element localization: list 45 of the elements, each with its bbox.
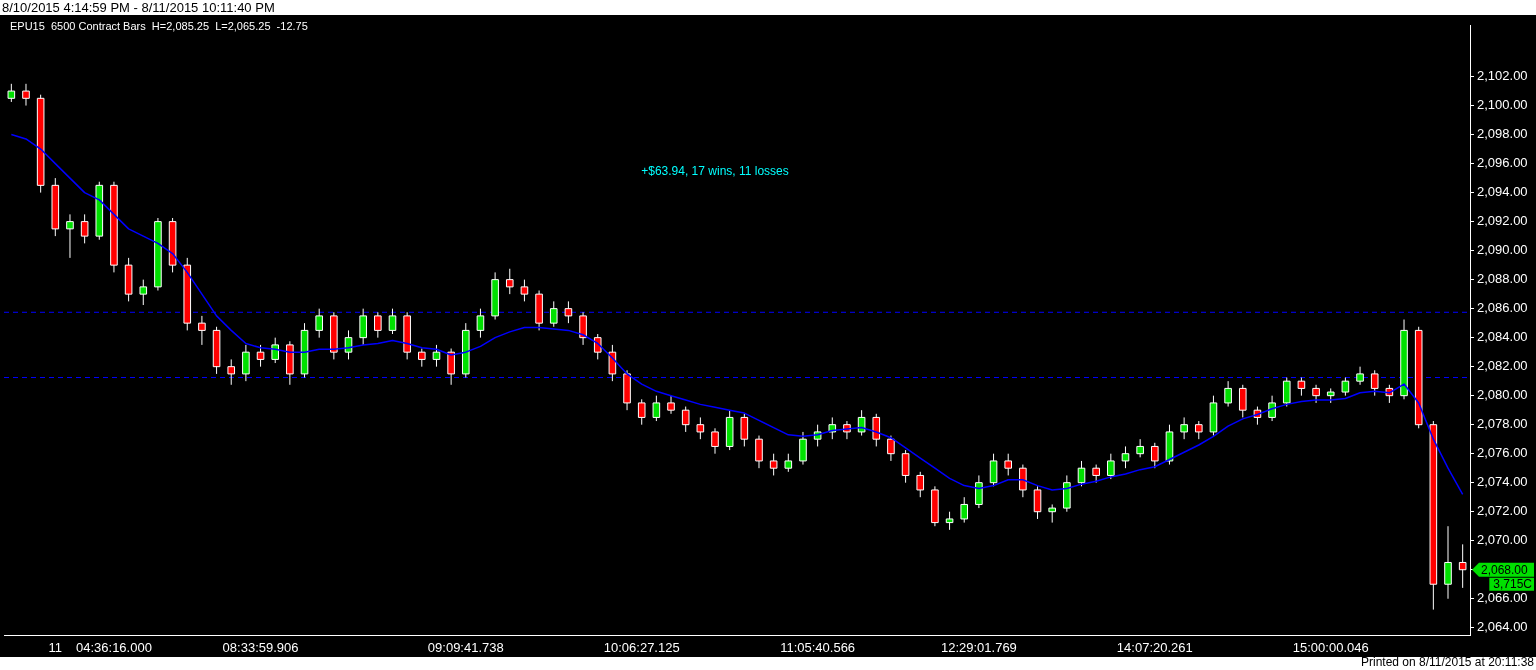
candlestick <box>711 427 719 455</box>
text: 2,068.00 <box>1481 562 1528 577</box>
x-tick-label: 11:05:40.566 <box>780 640 856 656</box>
x-tick-label: 09:09:41.738 <box>427 640 504 656</box>
x-tick-label: 15:00:00.046 <box>1292 640 1369 656</box>
text: Printed on 8/11/2015 at 20:11:38 <box>1360 655 1534 670</box>
x-tick-label: 12:29:01.769 <box>940 640 1017 656</box>
y-tick-label: 2,080.00 <box>1477 387 1528 403</box>
y-tick-label: 2,090.00 <box>1477 242 1528 258</box>
x-tick-label: 08:33:59.906 <box>222 640 299 656</box>
y-tick-label: 2,082.00 <box>1477 358 1528 374</box>
y-tick-label: 2,096.00 <box>1477 155 1528 171</box>
y-tick-label: 2,072.00 <box>1477 503 1528 519</box>
candlestick <box>975 474 983 509</box>
annotation: +$63.94, 17 wins, 11 losses <box>641 164 789 179</box>
candlestick <box>1268 395 1276 422</box>
y-tick-label: 2,092.00 <box>1477 213 1528 229</box>
y-tick-label: 2,086.00 <box>1477 300 1528 316</box>
candlestick <box>374 311 382 339</box>
y-tick-label: 2,098.00 <box>1477 126 1528 142</box>
y-tick-label: 2,084.00 <box>1477 329 1528 345</box>
chart-title: 8/10/2015 4:14:59 PM - 8/11/2015 10:11:40 PM <box>2 0 275 15</box>
y-tick-label: 2,088.00 <box>1477 271 1528 287</box>
candlestick <box>1107 453 1115 480</box>
x-tick-label: 14:07:20.261 <box>1116 640 1193 656</box>
y-tick-label: 2,102.00 <box>1477 68 1528 84</box>
y-tick-label: 2,070.00 <box>1477 532 1528 548</box>
y-tick-label: 2,064.00 <box>1477 619 1528 635</box>
y-tick-label: 2,094.00 <box>1477 184 1528 200</box>
candlestick <box>1004 453 1013 476</box>
x-tick-label: 11 <box>48 640 63 656</box>
candlestick <box>271 337 280 364</box>
x-tick-label: 04:36:16.000 <box>76 640 152 656</box>
y-tick-label: 2,066.00 <box>1477 590 1528 606</box>
y-tick-label: 2,078.00 <box>1477 416 1528 432</box>
candlestick <box>315 308 323 339</box>
y-tick-label: 2,100.00 <box>1477 97 1528 113</box>
y-tick-label: 2,076.00 <box>1477 445 1528 461</box>
candlestick <box>1356 366 1364 386</box>
candlestick <box>1444 525 1452 600</box>
candlestick <box>667 395 675 415</box>
chart-subtitle: EPU15 6500 Contract Bars H=2,085.25 L=2,065.25 -12.75 <box>10 20 308 32</box>
y-tick-label: 2,074.00 <box>1477 474 1528 490</box>
text: 3,715C <box>1493 576 1532 591</box>
x-tick-label: 10:06:27.125 <box>603 640 680 656</box>
